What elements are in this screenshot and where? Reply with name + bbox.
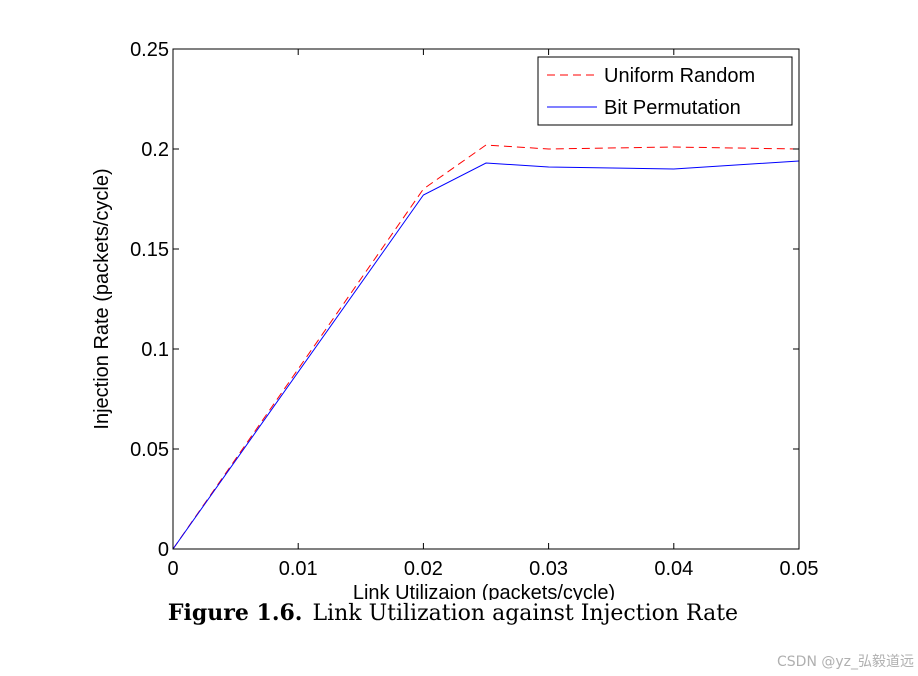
legend-label-uniform-random: Uniform Random — [604, 65, 755, 87]
y-tick-label: 0.25 — [130, 39, 169, 61]
x-tick-label: 0.05 — [780, 558, 819, 580]
x-tick-label: 0 — [167, 558, 178, 580]
series-line-uniform-random — [172, 144, 800, 550]
y-tick-label: 0.15 — [130, 239, 169, 261]
line-chart: 0 0.01 0.02 0.03 0.04 0.05 0 0.05 0.1 0.15 0.2 0.25… — [91, 39, 818, 600]
y-tick-label: 0.2 — [141, 139, 169, 161]
plot-area — [173, 49, 799, 549]
legend: Uniform Random Bit Permutation — [537, 56, 793, 126]
series-layer — [172, 144, 800, 550]
legend-label-bit-permutation: Bit Permutation — [604, 97, 741, 119]
legend-box — [537, 56, 793, 126]
y-tick-label: 0.1 — [141, 339, 169, 361]
series-line-bit-permutation — [172, 160, 800, 550]
y-tick-label: 0.05 — [130, 439, 169, 461]
figure-caption-label: Figure 1.6. — [167, 600, 303, 626]
tick-layer: 0 0.01 0.02 0.03 0.04 0.05 0 0.05 0.1 0.15 0.2 0.25 — [130, 39, 818, 580]
x-tick-label: 0.03 — [529, 558, 568, 580]
x-axis-title: Link Utilizaion (packets/cycle) — [353, 582, 615, 600]
y-axis-title: Injection Rate (packets/cycle) — [91, 168, 113, 429]
x-tick-label: 0.02 — [404, 558, 443, 580]
x-tick-label: 0.04 — [654, 558, 693, 580]
figure-caption: Figure 1.6. Link Utilization against Inje… — [0, 600, 906, 626]
y-tick-label: 0 — [158, 539, 169, 561]
plot-frame — [172, 48, 800, 550]
watermark: CSDN @yz_弘毅道远 — [777, 654, 914, 670]
figure-caption-text: Link Utilization against Injection Rate — [312, 601, 739, 626]
x-tick-label: 0.01 — [279, 558, 318, 580]
